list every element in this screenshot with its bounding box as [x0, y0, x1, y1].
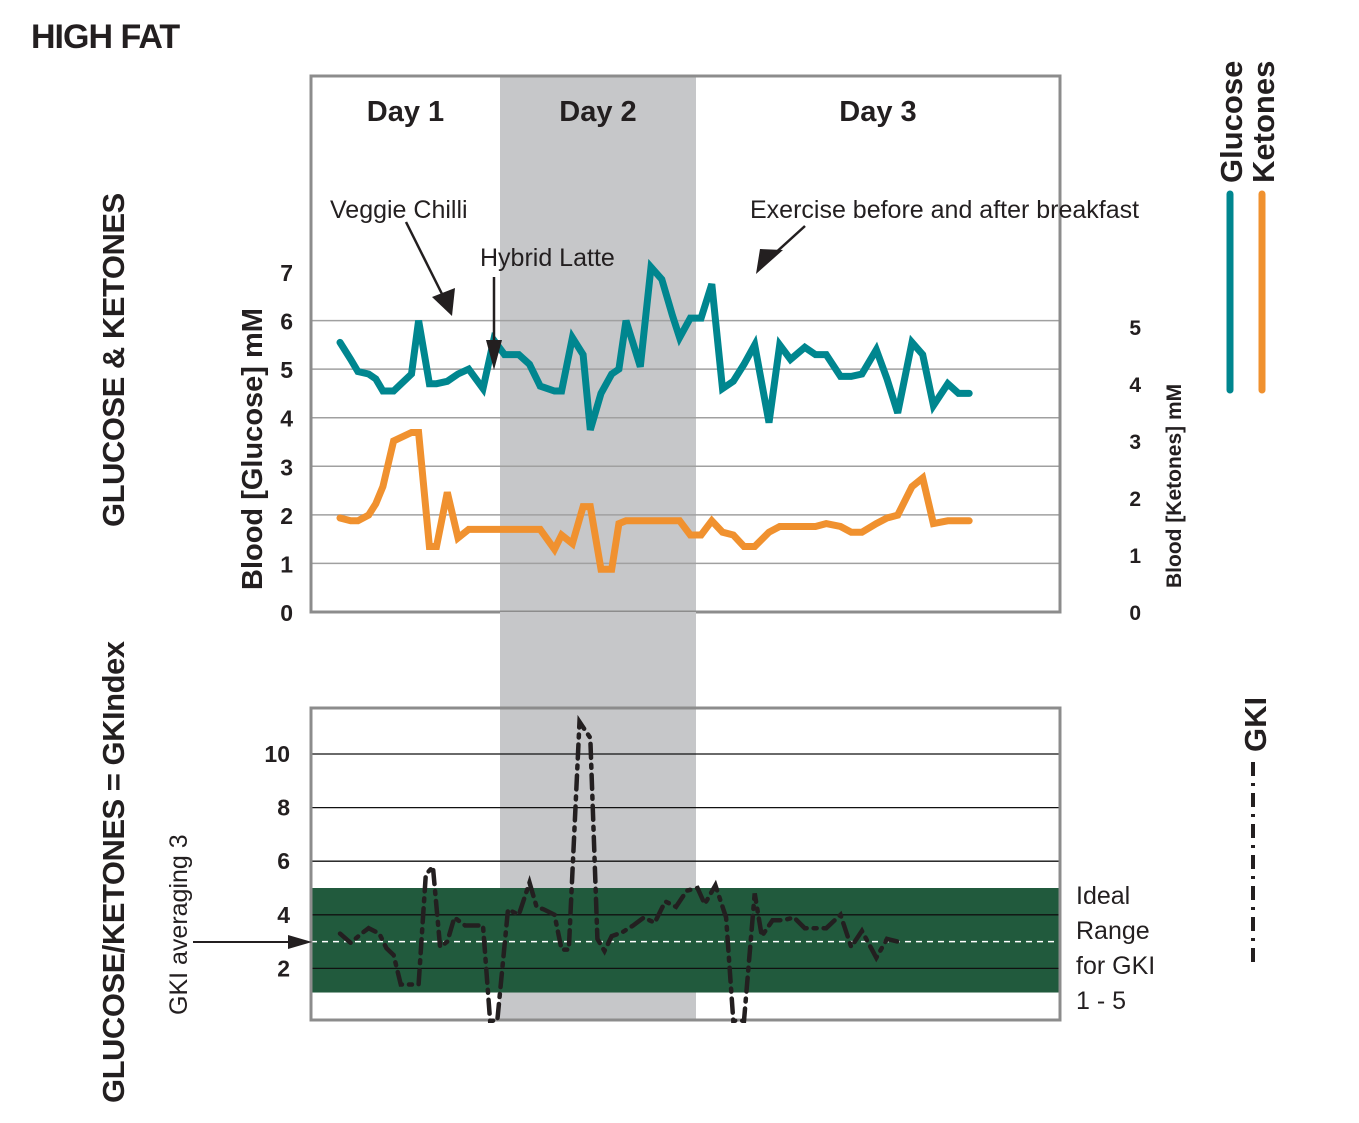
gki-series-line — [337, 714, 900, 1023]
bottom-gridlines — [311, 753, 1060, 970]
ketones-tick-3: 3 — [1129, 431, 1141, 454]
gki-data-points — [339, 721, 898, 1021]
glucose-tick-4: 4 — [280, 406, 293, 432]
annotation-hybrid-latte: Hybrid Latte — [480, 244, 615, 272]
day-label-2: Day 2 — [559, 96, 636, 128]
gki-axis-ticks: 2 4 6 8 10 — [264, 741, 290, 981]
gki-tick-4: 4 — [277, 902, 290, 928]
annotation-hybrid-latte-arrow — [486, 277, 502, 370]
ketones-tick-2: 2 — [1129, 488, 1141, 511]
ideal-range-line-2: Range — [1076, 917, 1150, 945]
gki-tick-2: 2 — [277, 955, 290, 981]
ketones-tick-0: 0 — [1129, 602, 1141, 625]
page-title: HIGH FAT — [31, 18, 180, 56]
glucose-tick-5: 5 — [280, 357, 293, 383]
ideal-range-line-3: for GKI — [1076, 952, 1155, 980]
gki-average-label: GKI averaging 3 — [165, 834, 193, 1015]
day-label-1: Day 1 — [367, 96, 444, 128]
annotation-exercise-arrow — [756, 225, 806, 274]
ketones-axis-ticks: 0 1 2 3 4 5 — [1129, 317, 1141, 625]
day-label-3: Day 3 — [839, 96, 916, 128]
glucose-tick-1: 1 — [280, 551, 293, 577]
glucose-axis-ticks: 0 1 2 3 4 5 6 7 — [280, 260, 293, 626]
glucose-ketones-chart: Day 1 Day 2 Day 3 0 1 2 3 4 5 6 7 0 1 2 3 4 5 Blood [G… — [237, 61, 1281, 626]
legend-gki-label: GKI — [1238, 697, 1273, 752]
gki-tick-6: 6 — [277, 848, 290, 874]
glucose-tick-7: 7 — [280, 260, 293, 286]
ketones-tick-5: 5 — [1129, 317, 1141, 340]
ketones-tick-4: 4 — [1129, 374, 1141, 397]
ideal-range-line-1: Ideal — [1076, 882, 1130, 910]
gki-chart: 2 4 6 8 10 GKI averaging 3 Ideal Range for G… — [165, 612, 1273, 1023]
annotation-veggie-chilli-arrow — [404, 221, 455, 316]
ideal-range-label: Ideal Range for GKI 1 - 5 — [1076, 882, 1155, 1015]
annotation-veggie-chilli: Veggie Chilli — [330, 196, 468, 224]
glucose-axis-label: Blood [Glucose] mM — [237, 308, 269, 590]
gki-tick-8: 8 — [277, 795, 290, 821]
bottom-plot-frame — [309, 706, 1062, 1022]
glucose-tick-6: 6 — [280, 309, 293, 335]
annotation-exercise: Exercise before and after breakfast — [750, 196, 1139, 224]
glucose-tick-0: 0 — [280, 600, 293, 626]
gki-tick-10: 10 — [264, 741, 290, 767]
ideal-range-line-4: 1 - 5 — [1076, 987, 1126, 1015]
legend-glucose-label: Glucose — [1214, 61, 1249, 183]
ketones-tick-1: 1 — [1129, 545, 1141, 568]
day-labels: Day 1 Day 2 Day 3 — [367, 96, 917, 128]
glucose-tick-3: 3 — [280, 454, 293, 480]
ketones-axis-label: Blood [Ketones] mM — [1163, 384, 1186, 588]
glucose-tick-2: 2 — [280, 503, 293, 529]
gki-average-arrow — [193, 935, 312, 949]
legend-ketones-label: Ketones — [1246, 61, 1281, 183]
